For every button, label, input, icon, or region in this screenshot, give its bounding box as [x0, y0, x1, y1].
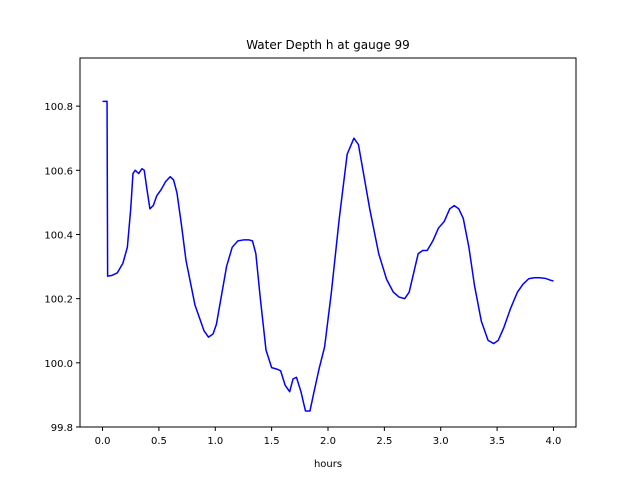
x-tick-label: 2.0 — [320, 436, 336, 447]
x-tick-label: 0.5 — [151, 436, 167, 447]
x-axis-label: hours — [314, 459, 342, 470]
plot-area — [79, 57, 577, 428]
y-tick-label: 100.6 — [44, 166, 73, 177]
y-tick-label: 99.8 — [51, 423, 73, 434]
x-tick-label: 2.5 — [376, 436, 392, 447]
x-tick-label: 1.0 — [207, 436, 223, 447]
chart-title: Water Depth h at gauge 99 — [246, 38, 410, 52]
axes-frame — [79, 57, 577, 428]
x-tick-label: 0.0 — [95, 436, 111, 447]
x-tick-label: 3.0 — [433, 436, 449, 447]
x-axis: 0.0 0.5 1.0 1.5 2.0 2.5 3.0 3.5 4.0 — [95, 427, 562, 447]
y-tick-label: 100.0 — [44, 359, 73, 370]
series-line-0 — [102, 100, 554, 412]
y-tick-label: 100.4 — [44, 230, 73, 241]
x-tick-label: 1.5 — [264, 436, 280, 447]
x-tick-label: 4.0 — [546, 436, 562, 447]
y-axis: 99.8 100.0 100.2 100.4 100.6 100.8 — [44, 102, 80, 434]
y-tick-label: 100.2 — [44, 295, 73, 306]
y-tick-label: 100.8 — [44, 102, 73, 113]
x-tick-label: 3.5 — [489, 436, 505, 447]
